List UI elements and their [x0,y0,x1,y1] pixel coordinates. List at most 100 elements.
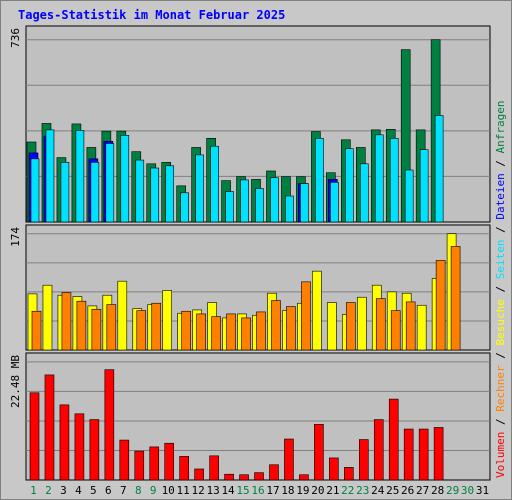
bar-Volumen-day-24 [373,419,384,481]
bar-Seiten-day-28 [434,115,444,223]
legend-item-rechner: Rechner [494,365,507,412]
legend-vertical: Volumen / Rechner / Besuche / Seiten / D… [494,100,507,478]
day-label-23: 23 [356,484,369,497]
bar-Seiten-day-3 [60,162,70,223]
day-label-24: 24 [371,484,385,497]
bar-Seiten-day-15 [240,179,249,223]
bar-Volumen-day-7 [119,439,130,481]
day-label-6: 6 [105,484,112,497]
bar-Volumen-day-6 [104,369,115,481]
bar-Rechner-day-11 [181,310,191,351]
bar-Rechner-day-12 [196,313,206,351]
bar-Seiten-day-23 [359,163,369,223]
day-label-22: 22 [341,484,354,497]
bar-Volumen-day-22 [344,467,354,481]
bar-Rechner-day-17 [271,300,281,351]
day-label-20: 20 [311,484,324,497]
day-label-28: 28 [431,484,444,497]
day-label-2: 2 [45,484,52,497]
bar-Seiten-day-8 [135,159,145,223]
day-label-21: 21 [326,484,339,497]
day-label-11: 11 [177,484,190,497]
day-label-31: 31 [476,484,489,497]
bar-Seiten-day-7 [120,135,130,223]
bar-Volumen-day-19 [299,474,309,481]
bar-Volumen-day-8 [134,450,145,481]
bar-Seiten-day-16 [255,188,264,223]
bar-Rechner-day-24 [375,298,386,351]
bar-Seiten-day-17 [270,177,279,223]
bar-Volumen-day-28 [433,427,444,481]
bar-Rechner-day-29 [450,246,461,351]
bar-Seiten-day-11 [180,192,189,223]
bar-Seiten-day-12 [195,154,204,223]
bar-Rechner-day-19 [301,281,311,351]
bar-Volumen-day-11 [179,456,189,481]
bar-Volumen-day-27 [418,428,429,481]
day-label-26: 26 [401,484,414,497]
chart-title: Tages-Statistik im Monat Februar 2025 [18,8,286,22]
bar-Seiten-day-26 [404,169,414,223]
bar-Seiten-day-10 [165,165,175,223]
bar-Besuche-day-7 [117,280,128,351]
bar-Besuche-day-10 [162,290,173,351]
day-label-5: 5 [90,484,97,497]
bar-Volumen-day-12 [194,468,204,481]
bar-Volumen-day-25 [388,398,399,481]
day-label-8: 8 [135,484,142,497]
day-label-27: 27 [416,484,429,497]
bar-Rechner-day-6 [106,304,117,351]
bar-Rechner-day-8 [136,310,147,351]
bar-Seiten-day-21 [330,182,339,223]
bar-Volumen-day-20 [314,424,324,481]
bar-Volumen-day-1 [29,392,40,481]
legend-separator: / [494,412,507,432]
bar-Seiten-day-18 [285,195,294,223]
day-label-7: 7 [120,484,127,497]
day-label-3: 3 [60,484,67,497]
bar-Volumen-day-15 [239,474,249,481]
bar-Volumen-day-26 [403,428,414,481]
bar-Volumen-day-5 [89,419,100,481]
day-label-18: 18 [281,484,294,497]
bar-Rechner-day-9 [151,302,162,351]
bar-Volumen-day-18 [284,438,294,481]
day-label-10: 10 [162,484,175,497]
day-label-15: 15 [236,484,249,497]
bar-Seiten-day-1 [30,158,40,223]
day-label-29: 29 [446,484,459,497]
bar-Rechner-day-18 [286,306,296,351]
bar-Rechner-day-5 [91,308,102,351]
day-label-1: 1 [30,484,37,497]
bar-Seiten-day-22 [345,148,354,223]
bar-Besuche-day-2 [42,284,53,351]
bar-Rechner-day-4 [76,300,87,351]
bar-Rechner-day-26 [405,301,416,351]
legend-item-seiten: Seiten [494,240,507,280]
bar-Volumen-day-21 [329,457,339,481]
bar-Seiten-day-27 [419,149,429,223]
day-label-12: 12 [192,484,205,497]
bar-Rechner-day-3 [61,292,72,351]
bar-Volumen-day-9 [149,446,160,481]
bar-Seiten-day-6 [105,143,115,223]
bar-Volumen-day-4 [74,413,85,481]
legend-item-besuche: Besuche [494,299,507,345]
bar-Rechner-day-13 [211,316,221,351]
bar-Rechner-day-25 [390,310,401,351]
bar-Seiten-day-2 [45,129,55,223]
bar-Besuche-day-21 [327,302,337,351]
day-label-19: 19 [296,484,309,497]
day-label-13: 13 [206,484,219,497]
bar-Rechner-day-16 [256,311,266,351]
day-label-17: 17 [266,484,279,497]
bar-Seiten-day-19 [300,183,309,223]
day-label-25: 25 [386,484,399,497]
bar-Volumen-day-23 [358,439,369,481]
bar-Seiten-day-24 [374,134,384,223]
bar-Seiten-day-13 [210,145,219,223]
bar-Besuche-day-20 [312,270,322,351]
legend-item-anfragen: Anfragen [494,100,507,153]
bar-Besuche-day-23 [356,296,367,351]
